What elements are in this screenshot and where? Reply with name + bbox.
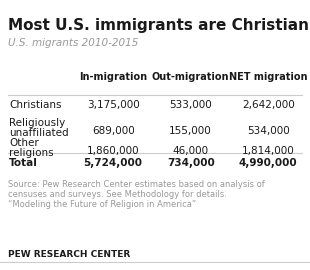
Text: 689,000: 689,000 [92,126,135,136]
Text: Source: Pew Research Center estimates based on analysis of: Source: Pew Research Center estimates ba… [8,180,265,189]
Text: 734,000: 734,000 [167,158,215,168]
Text: Religiously: Religiously [9,118,65,128]
Text: NET migration: NET migration [229,72,308,82]
Text: 4,990,000: 4,990,000 [239,158,298,168]
Text: 2,642,000: 2,642,000 [242,100,294,110]
Text: 533,000: 533,000 [169,100,212,110]
Text: 1,814,000: 1,814,000 [242,146,294,156]
Text: PEW RESEARCH CENTER: PEW RESEARCH CENTER [8,250,130,259]
Text: 3,175,000: 3,175,000 [87,100,140,110]
Text: Out-migration: Out-migration [152,72,229,82]
Text: 1,860,000: 1,860,000 [87,146,140,156]
Text: U.S. migrants 2010-2015: U.S. migrants 2010-2015 [8,38,138,48]
Text: Total: Total [9,158,38,168]
Text: unaffiliated: unaffiliated [9,128,69,138]
Text: 46,000: 46,000 [173,146,209,156]
Text: 534,000: 534,000 [247,126,290,136]
Text: In-migration: In-migration [79,72,147,82]
Text: 5,724,000: 5,724,000 [84,158,143,168]
Text: religions: religions [9,148,54,158]
Text: Christians: Christians [9,100,62,110]
Text: Other: Other [9,138,39,148]
Text: 155,000: 155,000 [169,126,212,136]
Text: censuses and surveys. See Methodology for details.: censuses and surveys. See Methodology fo… [8,190,227,199]
Text: “Modeling the Future of Religion in America”: “Modeling the Future of Religion in Amer… [8,200,196,209]
Text: Most U.S. immigrants are Christian: Most U.S. immigrants are Christian [8,18,309,33]
